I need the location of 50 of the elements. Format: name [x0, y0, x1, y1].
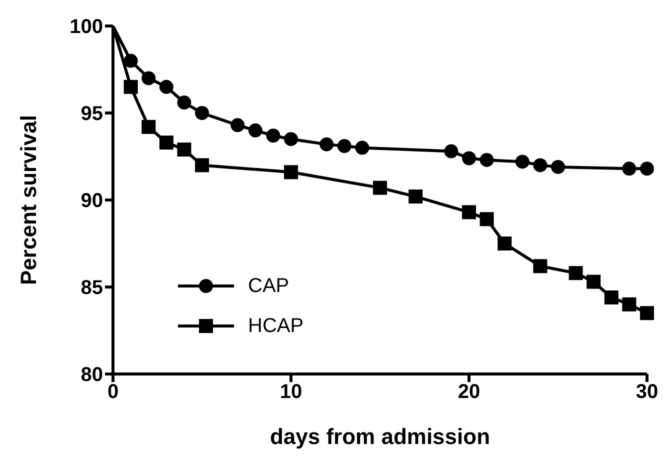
point [284, 132, 298, 146]
y-tick-label: 80 [80, 364, 103, 386]
point [142, 120, 156, 134]
point [337, 139, 352, 154]
point [248, 123, 262, 138]
point [586, 274, 601, 289]
y-axis-title: Percent survival [16, 115, 41, 285]
point [622, 297, 636, 312]
point [355, 140, 370, 155]
point [142, 71, 156, 86]
point [177, 142, 192, 157]
point [568, 266, 583, 280]
point [124, 80, 138, 94]
y-tick-label: 90 [80, 190, 103, 212]
point [159, 136, 174, 150]
x-tick-label: 30 [636, 381, 658, 404]
x-axis-title: days from admission [270, 424, 490, 449]
point [640, 162, 654, 176]
point [551, 160, 565, 174]
point [195, 158, 209, 172]
legend-label: HCAP [248, 314, 304, 338]
y-tick-label: 95 [80, 103, 103, 126]
point [444, 144, 458, 158]
x-tick-label: 20 [458, 381, 480, 404]
point [462, 151, 476, 166]
point [230, 118, 245, 132]
point [159, 80, 174, 94]
point [462, 205, 476, 220]
point [515, 154, 530, 169]
point [533, 158, 548, 172]
point [640, 306, 654, 320]
point [284, 165, 298, 180]
y-tick-label: 100 [70, 16, 103, 38]
point [533, 259, 548, 274]
point [408, 190, 423, 204]
point [177, 96, 192, 110]
point [604, 290, 618, 304]
point [266, 128, 280, 143]
legend-label: CAP [248, 274, 290, 298]
point [195, 106, 209, 120]
point [480, 152, 494, 167]
point [480, 212, 494, 226]
point [622, 162, 636, 176]
x-tick-label: 0 [107, 381, 119, 404]
point [498, 236, 512, 250]
x-tick-label: 10 [280, 381, 302, 404]
point [320, 137, 334, 152]
y-tick-label: 85 [80, 277, 103, 300]
point [124, 54, 138, 68]
point [373, 180, 387, 195]
